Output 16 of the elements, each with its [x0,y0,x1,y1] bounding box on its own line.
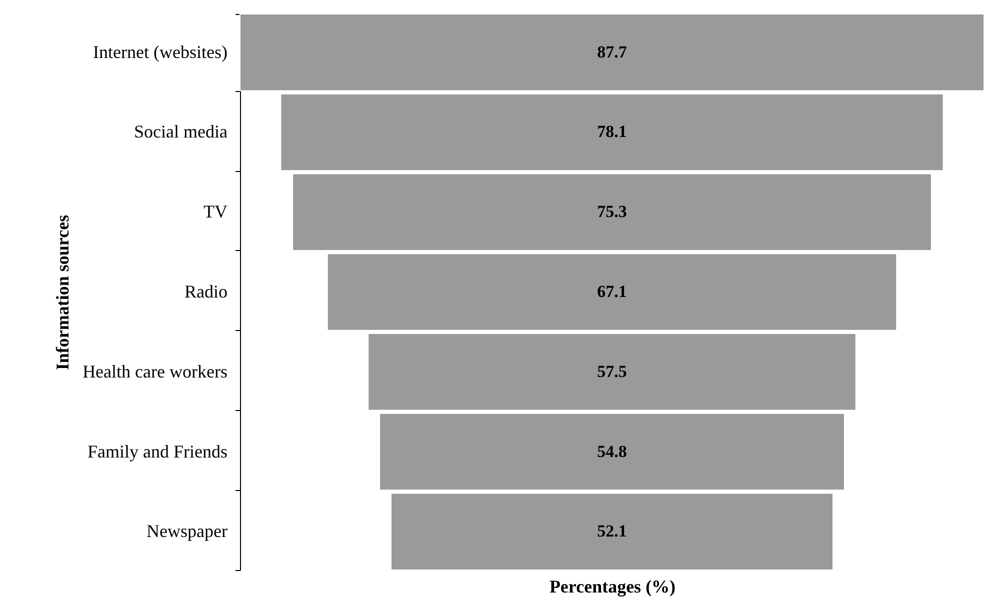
data-label: 87.7 [597,42,628,62]
category-label: TV [204,202,228,222]
category-label: Internet (websites) [93,42,228,62]
category-label: Family and Friends [88,441,228,462]
data-label: 54.8 [597,442,627,461]
data-label: 57.5 [597,362,627,381]
data-label: 52.1 [597,522,627,541]
text: Percentages (%) [549,576,676,596]
text: Information sources [52,214,73,370]
category-label: Social media [134,122,228,142]
category-label: Radio [184,282,228,302]
data-label: 67.1 [597,282,627,301]
data-label: 78.1 [597,122,627,142]
data-label: 75.3 [597,202,627,222]
category-label: Health care workers [82,361,228,382]
category-label: Newspaper [146,521,228,542]
